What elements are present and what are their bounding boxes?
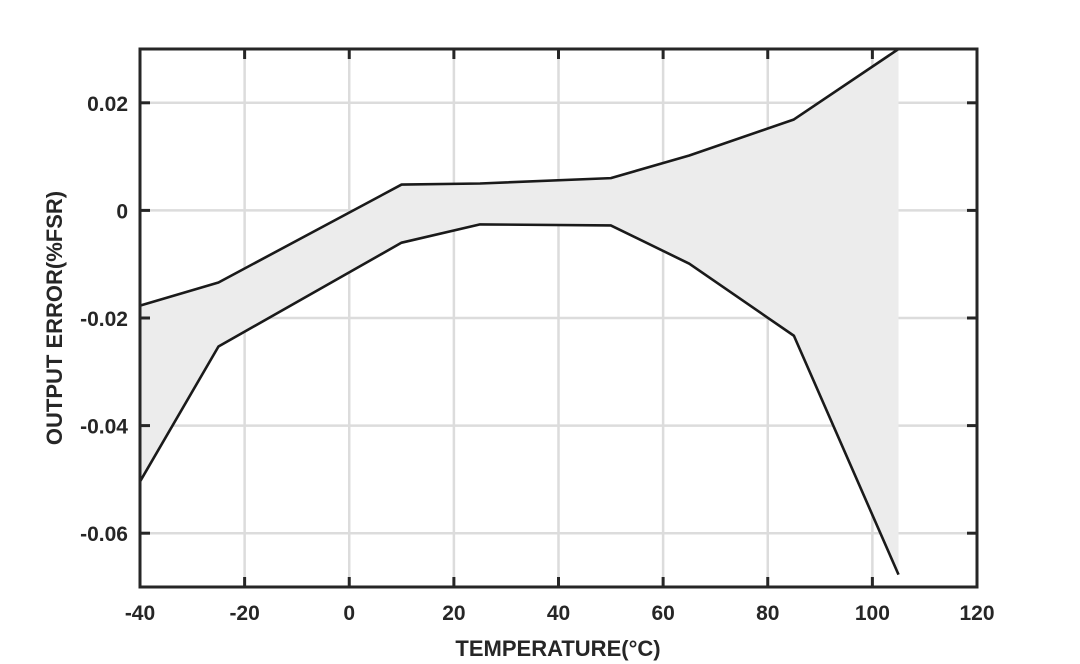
upper-bound-line <box>139 47 900 307</box>
x-tick-label: 80 <box>756 602 779 625</box>
x-tick-label: 40 <box>547 602 570 625</box>
y-axis-label: OUTPUT ERROR(%FSR) <box>42 191 67 445</box>
x-axis-label: TEMPERATURE(°C) <box>455 636 660 661</box>
x-tick-label: 20 <box>442 602 465 625</box>
x-tick-label: 120 <box>959 602 994 625</box>
lower-bound-line <box>138 223 900 576</box>
y-tick-label: -0.02 <box>80 308 128 331</box>
error-band-fill <box>140 49 899 575</box>
x-tick-label: -20 <box>229 602 259 625</box>
y-tick-labels: 0.02 0 -0.02 -0.04 -0.06 <box>80 93 128 546</box>
y-tick-label: 0 <box>116 200 128 223</box>
axes-frame <box>138 47 979 589</box>
y-tick-label: 0.02 <box>87 93 128 116</box>
x-tick-label: -40 <box>125 602 155 625</box>
x-tick-labels: -40 -20 0 20 40 60 80 100 120 <box>125 602 995 625</box>
x-tick-label: 0 <box>343 602 355 625</box>
y-tick-label: -0.04 <box>80 416 128 439</box>
x-tick-label: 100 <box>855 602 890 625</box>
y-tick-label: -0.06 <box>80 523 128 546</box>
x-tick-label: 60 <box>651 602 674 625</box>
